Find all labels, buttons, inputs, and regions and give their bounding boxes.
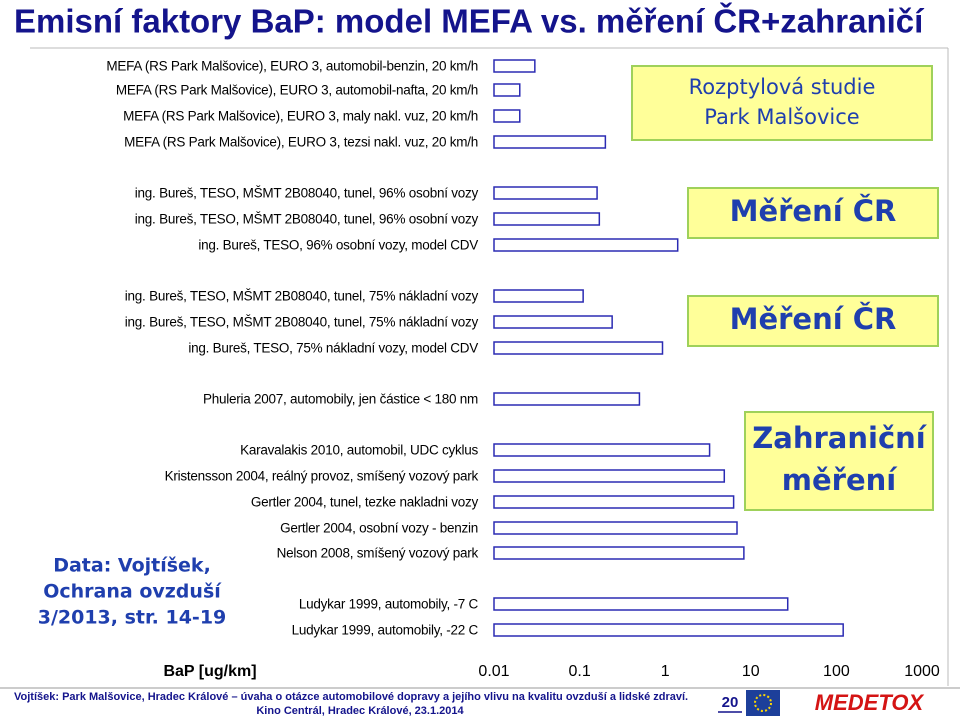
bar <box>493 59 536 73</box>
category-label: MEFA (RS Park Malšovice), EURO 3, maly n… <box>123 109 478 124</box>
bar <box>493 289 584 303</box>
annotation-text: Data: Vojtíšek, <box>53 555 211 577</box>
category-label: ing. Bureš, TESO, MŠMT 2B08040, tunel, 9… <box>135 186 479 201</box>
annotation-box <box>687 187 939 239</box>
category-label: Karavalakis 2010, automobil, UDC cyklus <box>240 443 478 458</box>
category-label: ing. Bureš, TESO, 96% osobní vozy, model… <box>198 238 478 253</box>
category-label: Ludykar 1999, automobily, -7 C <box>299 597 479 612</box>
category-label: Gertler 2004, tunel, tezke nakladni vozy <box>251 495 479 510</box>
slide-title: Emisní faktory BaP: model MEFA vs. měřen… <box>14 2 925 40</box>
bar <box>493 186 598 200</box>
category-label: Ludykar 1999, automobily, -22 C <box>292 623 479 638</box>
category-label: Nelson 2008, smíšený vozový park <box>277 546 479 561</box>
category-label: Phuleria 2007, automobily, jen částice <… <box>203 392 478 407</box>
category-label: Gertler 2004, osobní vozy - benzin <box>280 521 478 536</box>
bar <box>493 212 601 226</box>
annotation-box <box>687 295 939 347</box>
annotation-text: Zahraniční <box>752 421 928 455</box>
annotation-box <box>744 411 934 511</box>
annotation-text: Měření ČR <box>730 302 897 336</box>
bar <box>493 135 607 149</box>
x-tick-label: 0.01 <box>478 663 509 680</box>
category-label: MEFA (RS Park Malšovice), EURO 3, automo… <box>116 83 478 98</box>
bar <box>493 392 641 406</box>
footer-text: Vojtíšek: Park Malšovice, Hradec Králové… <box>14 691 688 703</box>
x-tick-label: 0.1 <box>568 663 590 680</box>
bar <box>493 521 738 535</box>
bar <box>493 443 711 457</box>
eu-flag <box>746 690 780 716</box>
logo-box <box>786 690 952 716</box>
category-label: ing. Bureš, TESO, MŠMT 2B08040, tunel, 7… <box>125 315 479 330</box>
category-label: ing. Bureš, TESO, 75% nákladní vozy, mod… <box>188 341 478 356</box>
bar <box>493 495 735 509</box>
category-label: ing. Bureš, TESO, MŠMT 2B08040, tunel, 7… <box>125 289 479 304</box>
bar <box>493 623 844 637</box>
bar <box>493 83 521 97</box>
bar <box>493 597 789 611</box>
bar <box>493 238 679 252</box>
page-number: 20 <box>722 694 739 711</box>
x-tick-label: 10 <box>742 663 760 680</box>
bar <box>493 546 745 560</box>
bar <box>493 341 664 355</box>
bar <box>493 469 726 483</box>
annotation-text: Ochrana ovzduší <box>43 581 222 603</box>
x-tick-label: 100 <box>823 663 850 680</box>
annotation-text: 3/2013, str. 14-19 <box>38 607 227 629</box>
bar <box>493 109 521 123</box>
logo: MEDETOX <box>815 690 925 715</box>
x-axis-label: BaP [ug/km] <box>163 663 256 680</box>
category-label: MEFA (RS Park Malšovice), EURO 3, tezsi … <box>124 135 478 150</box>
annotation-text: Park Malšovice <box>704 105 859 129</box>
footer-text: Kino Centrál, Hradec Králové, 23.1.2014 <box>256 705 464 717</box>
annotation-text: Měření ČR <box>730 194 897 228</box>
category-label: Kristensson 2004, reálný provoz, smíšený… <box>165 469 479 484</box>
category-label: MEFA (RS Park Malšovice), EURO 3, automo… <box>106 59 478 74</box>
annotation-box <box>631 65 933 141</box>
category-label: ing. Bureš, TESO, MŠMT 2B08040, tunel, 9… <box>135 212 479 227</box>
x-tick-label: 1000 <box>904 663 940 680</box>
bar <box>493 315 613 329</box>
annotation-text: měření <box>782 463 899 497</box>
x-tick-label: 1 <box>661 663 670 680</box>
eu-stars <box>754 694 772 712</box>
annotation-text: Rozptylová studie <box>689 75 876 99</box>
